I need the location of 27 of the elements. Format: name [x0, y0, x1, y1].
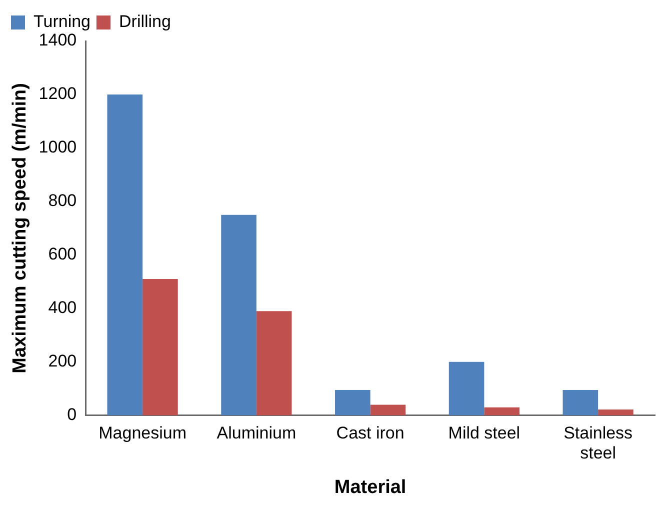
- y-tick-label: 600: [48, 244, 77, 264]
- bar: [562, 390, 598, 416]
- x-tick-label: Magnesium: [98, 423, 186, 442]
- y-tick-label: 200: [48, 352, 77, 371]
- bar: [598, 410, 634, 416]
- y-tick-label: 800: [48, 191, 77, 210]
- x-tick-label: Stainless steel: [564, 423, 633, 463]
- y-tick-label: 400: [48, 298, 77, 318]
- bar: [448, 362, 484, 416]
- bar: [142, 279, 178, 416]
- legend-label: Drilling: [119, 12, 171, 32]
- y-tick-label: 1200: [38, 84, 77, 104]
- bar: [335, 390, 370, 416]
- y-tick-label: 1000: [38, 138, 77, 157]
- y-axis-title: Maximum cutting speed (m/min): [10, 83, 31, 374]
- bar: [107, 94, 143, 416]
- bar: [484, 407, 520, 416]
- bar: [370, 404, 406, 416]
- legend-label: Turning: [34, 12, 91, 32]
- bar: [256, 311, 292, 416]
- y-tick-label: 1400: [38, 30, 77, 50]
- x-tick-label: Mild steel: [448, 423, 520, 442]
- x-tick-label: Cast iron: [336, 423, 404, 442]
- x-tick-label: Aluminium: [216, 423, 296, 442]
- bar: [221, 214, 256, 416]
- x-axis-title: Material: [334, 476, 406, 498]
- y-tick-label: 0: [67, 405, 77, 424]
